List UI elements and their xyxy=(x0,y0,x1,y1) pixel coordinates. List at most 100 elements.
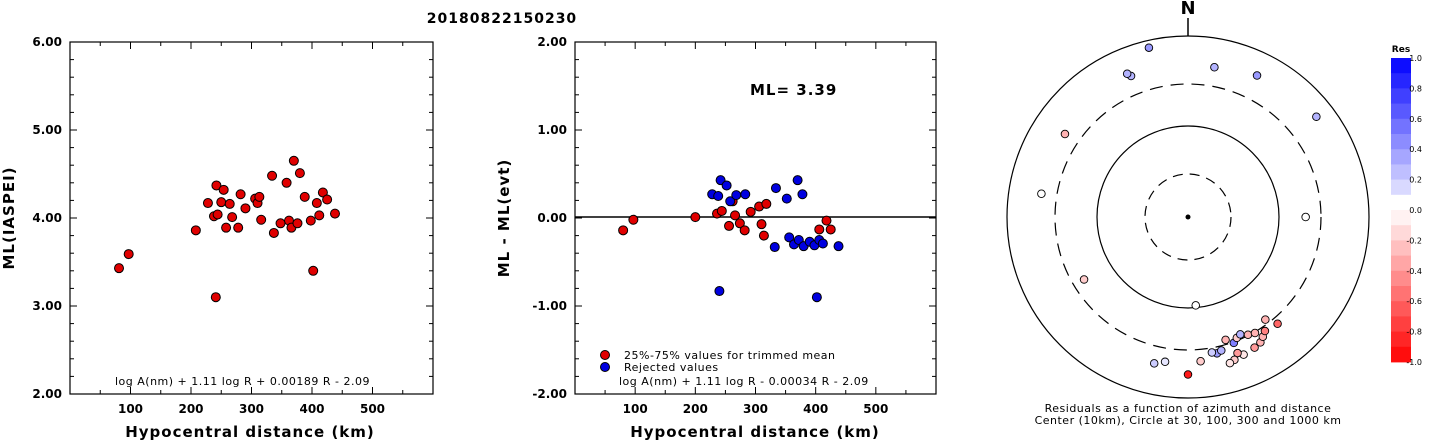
colorbar-label: 0.2 xyxy=(1409,176,1422,185)
trimmed-point xyxy=(734,218,745,229)
colorbar-cell xyxy=(1391,270,1411,287)
x-tick-label: 400 xyxy=(803,402,828,416)
colorbar-cell xyxy=(1391,73,1411,89)
colorbar-cell xyxy=(1391,58,1411,74)
y-tick-label: 5.00 xyxy=(32,123,62,137)
colorbar-cell xyxy=(1391,255,1411,272)
trimmed-point xyxy=(825,224,836,235)
colorbar-label: -0.6 xyxy=(1406,297,1422,306)
ring-300km xyxy=(1054,83,1322,351)
y-axis-label: ML(IASPEI) xyxy=(0,166,18,269)
x-tick-label: 500 xyxy=(360,402,385,416)
data-point xyxy=(202,198,213,209)
station-marker xyxy=(1037,189,1046,199)
station-marker xyxy=(1060,129,1070,139)
points-layer xyxy=(1037,43,1321,379)
colorbar-title: Res xyxy=(1392,45,1410,55)
colorbar-label: 1.0 xyxy=(1409,54,1422,63)
colorbar-cell xyxy=(1391,240,1411,256)
data-point xyxy=(322,194,333,205)
figure-title: 20180822150230 xyxy=(427,11,577,27)
x-tick-label: 400 xyxy=(299,402,324,416)
plot-frame xyxy=(69,41,434,395)
colorbar-cell xyxy=(1391,286,1411,302)
north-label: N xyxy=(1180,0,1195,19)
data-point xyxy=(235,189,246,200)
legend-label-rejected: Rejected values xyxy=(624,361,719,374)
rejected-point xyxy=(721,180,732,191)
caption-line-2: Center (10km), Circle at 30, 100, 300 an… xyxy=(1035,414,1342,427)
colorbar-label: 0.0 xyxy=(1409,206,1422,215)
trimmed-point xyxy=(730,210,741,221)
data-point xyxy=(218,184,229,195)
rejected-point xyxy=(714,286,725,297)
data-point xyxy=(299,191,310,202)
data-point xyxy=(308,265,319,276)
data-point xyxy=(314,210,325,221)
legend-marker-rejected xyxy=(600,362,610,372)
ring-100km xyxy=(1096,125,1280,309)
y-tick-label: 6.00 xyxy=(32,35,62,49)
station-marker xyxy=(1233,348,1242,358)
tick-layer: 100 200 300 400 500 -2.00 -1.00 0.00 1.00 2.00 xyxy=(532,35,936,416)
colorbar-label: 0.8 xyxy=(1409,84,1422,93)
trimmed-point xyxy=(745,206,756,217)
rejected-point xyxy=(833,241,844,252)
station-marker xyxy=(1160,357,1170,367)
colorbar-label: 0.4 xyxy=(1409,145,1422,154)
colorbar-cell xyxy=(1391,331,1411,348)
data-point xyxy=(294,168,305,179)
station-marker xyxy=(1260,326,1270,336)
colorbar-cell xyxy=(1391,346,1411,363)
station-marker xyxy=(1301,212,1310,222)
colorbar-cell xyxy=(1391,149,1411,165)
data-point xyxy=(240,203,251,214)
formula-annotation: log A(nm) + 1.11 log R + 0.00189 R - 2.0… xyxy=(115,375,370,388)
trimmed-point xyxy=(716,205,727,216)
station-marker xyxy=(1149,359,1159,368)
station-marker xyxy=(1250,343,1259,352)
station-marker xyxy=(1122,69,1132,78)
points-layer xyxy=(114,155,340,303)
data-point xyxy=(211,180,222,191)
colorbar-label: -1.0 xyxy=(1406,358,1422,367)
station-marker xyxy=(1261,315,1270,324)
y-tick-label: -2.00 xyxy=(532,387,567,401)
rejected-point xyxy=(740,189,751,200)
data-point xyxy=(216,197,227,208)
trimmed-point xyxy=(761,198,772,209)
rejected-point xyxy=(725,196,736,207)
station-marker xyxy=(1236,330,1245,339)
x-axis-label: Hypocentral distance (km) xyxy=(630,423,880,441)
y-tick-label: 0.00 xyxy=(537,211,567,225)
panel-ml-vs-distance: 100 200 300 400 500 2.00 3.00 4.00 5.00 6.00 Hypo… xyxy=(0,35,434,441)
data-point xyxy=(311,198,322,209)
station-marker xyxy=(1252,71,1262,80)
colorbar-cell xyxy=(1391,179,1411,196)
rejected-point xyxy=(713,191,724,201)
rejected-point xyxy=(817,238,828,249)
data-point xyxy=(227,212,238,223)
rejected-point xyxy=(769,242,780,253)
data-point xyxy=(329,208,340,219)
y-axis-label: ML - ML(evt) xyxy=(495,159,513,277)
station-marker xyxy=(1250,328,1260,338)
rejected-point xyxy=(797,189,808,200)
rejected-point xyxy=(784,232,795,243)
rejected-point xyxy=(770,183,781,194)
colorbar-cell xyxy=(1391,88,1411,104)
station-marker xyxy=(1191,301,1200,310)
data-point xyxy=(281,177,292,188)
data-point xyxy=(210,292,221,303)
trimmed-point xyxy=(628,214,639,225)
colorbar-label: -0.4 xyxy=(1406,267,1422,276)
colorbar-cell xyxy=(1391,194,1411,211)
trimmed-point xyxy=(758,230,769,241)
rejected-point xyxy=(731,190,742,201)
trimmed-point xyxy=(756,219,767,230)
y-tick-label: 1.00 xyxy=(537,123,567,137)
colorbar-cell xyxy=(1391,301,1411,317)
data-point xyxy=(268,227,279,238)
